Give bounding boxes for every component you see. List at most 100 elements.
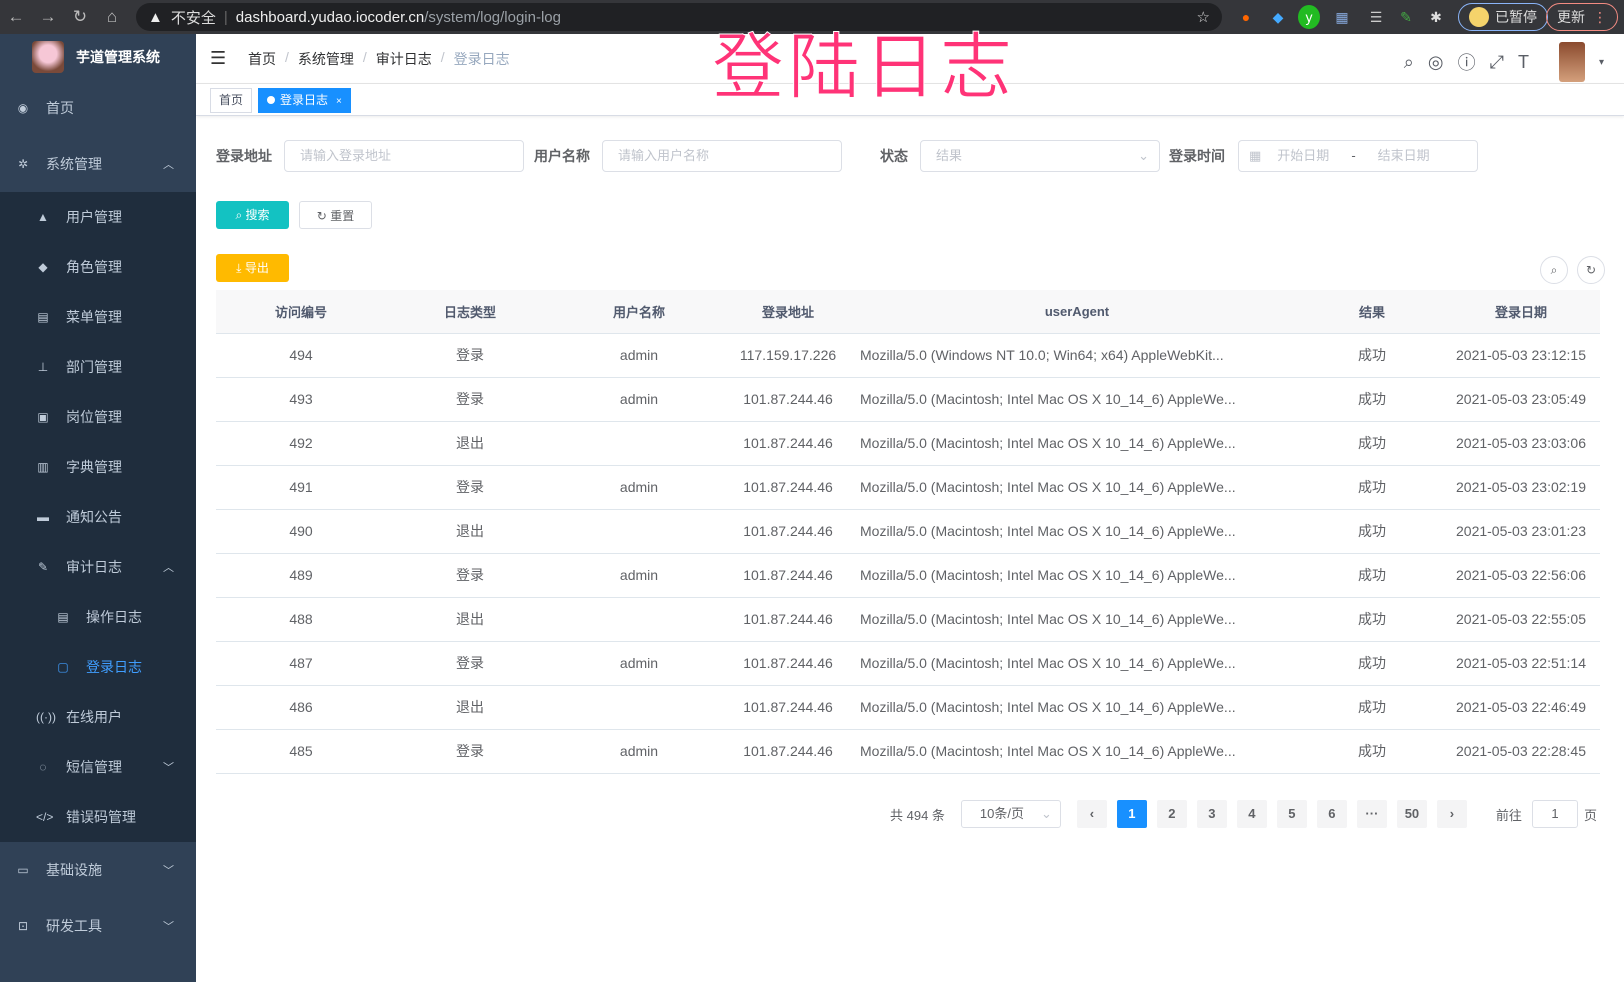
sidebar-item-login-log[interactable]: ▢ 登录日志 [57, 659, 142, 675]
column-header: 日志类型 [386, 290, 554, 334]
breadcrumb: 首页 / 系统管理 / 审计日志 / 登录日志 [248, 48, 510, 67]
page-button[interactable]: 50 [1396, 800, 1427, 828]
table-row[interactable]: 490 退出 101.87.244.46 Mozilla/5.0 (Macintosh… [216, 509, 1600, 554]
table-cell: 101.87.244.46 [724, 597, 852, 642]
profile-paused-button[interactable]: 已暂停 [1458, 3, 1548, 31]
caret-down-icon[interactable]: ▾ [1598, 56, 1604, 68]
table-row[interactable]: 486 退出 101.87.244.46 Mozilla/5.0 (Macintosh… [216, 685, 1600, 730]
breadcrumb-item[interactable]: 系统管理 [297, 50, 354, 67]
page-button[interactable]: ··· [1356, 800, 1387, 828]
status-select[interactable]: 结果 ⌄ [920, 140, 1160, 172]
table-row[interactable]: 485 登录 admin 101.87.244.46 Mozilla/5.0 (Maci… [216, 729, 1600, 774]
sidebar-item-menus[interactable]: ▤ 菜单管理 [37, 309, 122, 325]
table-cell [554, 509, 724, 554]
sidebar-item-online[interactable]: ((·)) 在线用户 [36, 709, 122, 725]
extension-icon[interactable]: ☰ [1369, 8, 1383, 25]
breadcrumb-item[interactable]: 首页 [248, 50, 276, 67]
table-row[interactable]: 489 登录 admin 101.87.244.46 Mozilla/5.0 (Maci… [216, 553, 1600, 598]
table-cell: 2021-05-03 23:01:23 [1442, 509, 1600, 554]
sidebar-item-users[interactable]: ▲ 用户管理 [37, 209, 122, 225]
home-icon[interactable]: ⌂ [106, 7, 118, 26]
sidebar-item-system[interactable]: ✲ 系统管理 ︿ [17, 156, 174, 172]
username-input[interactable]: 请输入用户名称 [602, 140, 842, 172]
refresh-button[interactable]: ↻ [1577, 256, 1605, 284]
sidebar-item-roles[interactable]: ◆ 角色管理 [0, 242, 196, 292]
goto-label: 前往 [1495, 807, 1522, 823]
time-label: 登录时间 [1169, 148, 1225, 164]
table-row[interactable]: 492 退出 101.87.244.46 Mozilla/5.0 (Macintosh… [216, 421, 1600, 466]
extensions-puzzle-icon[interactable]: ✱ [1430, 8, 1442, 25]
sidebar-item-infra[interactable]: ▭ 基础设施 ﹀ [17, 862, 174, 878]
goto-page-input[interactable]: 1 [1531, 800, 1578, 828]
page-size-select[interactable]: 10条/页 ⌄ [960, 800, 1061, 828]
reset-button[interactable]: ↻ 重置 [299, 201, 372, 229]
table-row[interactable]: 491 登录 admin 101.87.244.46 Mozilla/5.0 (Maci… [216, 465, 1600, 510]
toggle-search-button[interactable]: ⌕ [1540, 256, 1568, 284]
update-button[interactable]: 更新 ⋮ [1546, 3, 1618, 31]
close-icon[interactable]: × [336, 96, 342, 107]
table-cell: admin [554, 377, 724, 422]
tool-icon: ⊡ [17, 919, 29, 933]
table-cell: 117.159.17.226 [724, 333, 852, 378]
sidebar-item-posts[interactable]: ▣ 岗位管理 [37, 409, 122, 425]
sidebar-item-sms[interactable]: ◌ 短信管理 ﹀ [0, 742, 196, 792]
reload-icon[interactable]: ↻ [72, 7, 88, 26]
table-row[interactable]: 488 退出 101.87.244.46 Mozilla/5.0 (Macintosh… [216, 597, 1600, 642]
extension-icon[interactable]: ▦ [1335, 8, 1349, 25]
page-button[interactable]: 1 [1116, 800, 1147, 828]
tag-home[interactable]: 首页 [210, 88, 253, 113]
font-size-icon[interactable]: T [1517, 51, 1529, 72]
page-button[interactable]: 2 [1156, 800, 1187, 828]
chevron-down-icon: ﹀ [163, 921, 174, 933]
extension-icon[interactable]: ◆ [1272, 8, 1284, 25]
github-icon[interactable]: ◎ [1427, 51, 1444, 72]
help-icon[interactable]: ⓘ [1457, 53, 1476, 73]
app-logo[interactable]: 芋道管理系统 [0, 34, 196, 80]
sidebar-item-operate-log[interactable]: ▤ 操作日志 [57, 609, 142, 625]
menu-icon: ▤ [37, 310, 49, 324]
column-header: 结果 [1302, 290, 1442, 334]
sidebar-item-error-code[interactable]: </> 错误码管理 [36, 809, 136, 825]
page-button[interactable]: 4 [1236, 800, 1267, 828]
hamburger-icon[interactable]: ☰ [210, 48, 227, 68]
navbar: ☰ 首页 / 系统管理 / 审计日志 / 登录日志 ⌕ ◎ ⓘ ⤢ T ▾ [196, 34, 1624, 84]
extension-icon[interactable]: ✎ [1400, 8, 1412, 25]
search-icon[interactable]: ⌕ [1403, 51, 1414, 72]
extension-icon[interactable]: ● [1241, 9, 1251, 25]
breadcrumb-item[interactable]: 审计日志 [375, 50, 432, 67]
export-button[interactable]: ⤓ 导出 [216, 254, 289, 282]
sidebar-item-tools[interactable]: ⊡ 研发工具 ﹀ [17, 918, 174, 934]
table-cell: Mozilla/5.0 (Macintosh; Intel Mac OS X 1… [852, 377, 1302, 422]
table-row[interactable]: 487 登录 admin 101.87.244.46 Mozilla/5.0 (Maci… [216, 641, 1600, 686]
page-button[interactable]: 5 [1276, 800, 1307, 828]
address-bar[interactable]: ▲ 不安全 | dashboard.yudao.iocoder.cn/syste… [136, 3, 1222, 31]
avatar[interactable] [1558, 42, 1585, 82]
table-cell: 2021-05-03 23:12:15 [1442, 333, 1600, 378]
sidebar-item-depts[interactable]: ⊥ 部门管理 [37, 359, 122, 375]
sidebar-item-dict[interactable]: ▥ 字典管理 [37, 459, 122, 475]
forward-icon[interactable]: → [39, 7, 57, 26]
page-button[interactable]: 3 [1196, 800, 1227, 828]
ip-input[interactable]: 请输入登录地址 [284, 140, 524, 172]
bookmark-star-icon[interactable]: ☆ [1196, 9, 1210, 26]
prev-page-button[interactable]: ‹ [1076, 800, 1107, 828]
chevron-down-icon: ﹀ [163, 762, 174, 774]
sidebar-item-audit[interactable]: ✎ 审计日志 ︿ [37, 559, 174, 575]
pagination: 共 494 条 10条/页 ⌄ ‹ 1 2 3 4 5 6 ··· 50 › 前往 1 页 [890, 800, 1597, 828]
login-log-table: 访问编号 日志类型 用户名称 登录地址 userAgent 结果 登录日期 494 登录 adm… [216, 290, 1600, 774]
search-button[interactable]: ⌕ 搜索 [216, 201, 289, 229]
back-icon[interactable]: ← [7, 7, 25, 26]
table-row[interactable]: 494 登录 admin 117.159.17.226 Mozilla/5.0 (Win… [216, 333, 1600, 378]
date-range-picker[interactable]: ▦ 开始日期 - 结束日期 [1238, 140, 1478, 172]
table-row[interactable]: 493 登录 admin 101.87.244.46 Mozilla/5.0 (Maci… [216, 377, 1600, 422]
table-cell: 101.87.244.46 [724, 421, 852, 466]
table-cell: 2021-05-03 23:05:49 [1442, 377, 1600, 422]
extension-icon[interactable]: y [1298, 5, 1320, 29]
sidebar-item-notice[interactable]: ▬ 通知公告 [37, 509, 122, 525]
table-cell: 494 [216, 333, 386, 378]
next-page-button[interactable]: › [1436, 800, 1467, 828]
fullscreen-icon[interactable]: ⤢ [1489, 51, 1504, 72]
sidebar-item-home[interactable]: ◉ 首页 [17, 100, 74, 116]
tag-login-log[interactable]: 登录日志 × [258, 88, 351, 113]
page-button[interactable]: 6 [1316, 800, 1347, 828]
